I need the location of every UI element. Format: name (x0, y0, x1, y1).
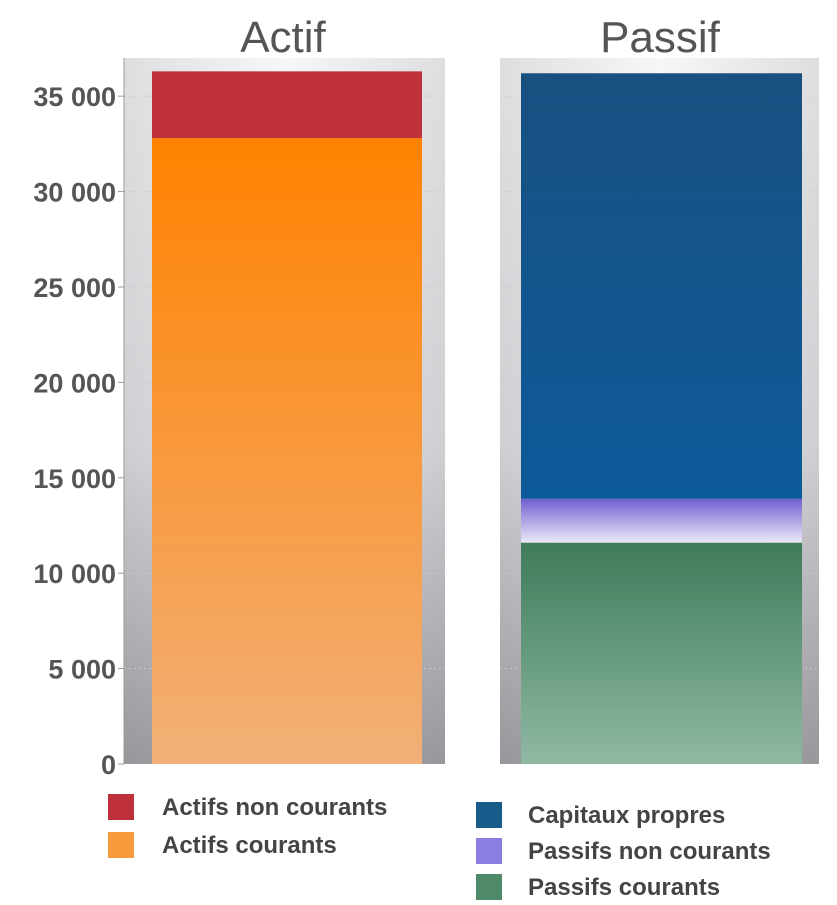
legend-swatch (476, 874, 502, 900)
y-tick-label: 35 000 (33, 82, 116, 112)
y-tick-label: 25 000 (33, 273, 116, 303)
y-axis-ticks: 0 5 000 10 000 15 000 20 000 25 000 30 000 35 0… (33, 82, 124, 780)
bar-segment-passifs-courants (521, 542, 802, 764)
bar-segment-actifs-courants (152, 138, 422, 765)
y-tick-label: 0 (101, 750, 116, 780)
legend-label: Passifs non courants (528, 838, 771, 865)
y-tick-label: 5 000 (48, 655, 116, 685)
legend-swatch (476, 802, 502, 828)
bar-segment-passifs-non-courants (521, 498, 802, 543)
y-tick-label: 20 000 (33, 368, 116, 398)
legend-swatch (476, 838, 502, 864)
legend-swatch (108, 794, 134, 820)
legend-label: Capitaux propres (528, 802, 725, 829)
panel-title-actif: Actif (240, 13, 326, 62)
panel-title-passif: Passif (600, 13, 721, 62)
y-tick-label: 30 000 (33, 178, 116, 208)
bar-segment-actifs-non-courants (152, 71, 422, 139)
y-tick-label: 10 000 (33, 559, 116, 589)
legend-label: Actifs non courants (162, 794, 387, 821)
stacked-bars (152, 71, 802, 765)
y-tick-label: 15 000 (33, 464, 116, 494)
legend-label: Passifs courants (528, 874, 720, 901)
legend-passif: Capitaux propres Passifs non courants Pass… (476, 802, 771, 901)
legend-label: Actifs courants (162, 832, 337, 859)
bar-segment-capitaux-propres (521, 73, 802, 499)
legend-swatch (108, 832, 134, 858)
legend-actif: Actifs non courants Actifs courants (108, 794, 387, 859)
